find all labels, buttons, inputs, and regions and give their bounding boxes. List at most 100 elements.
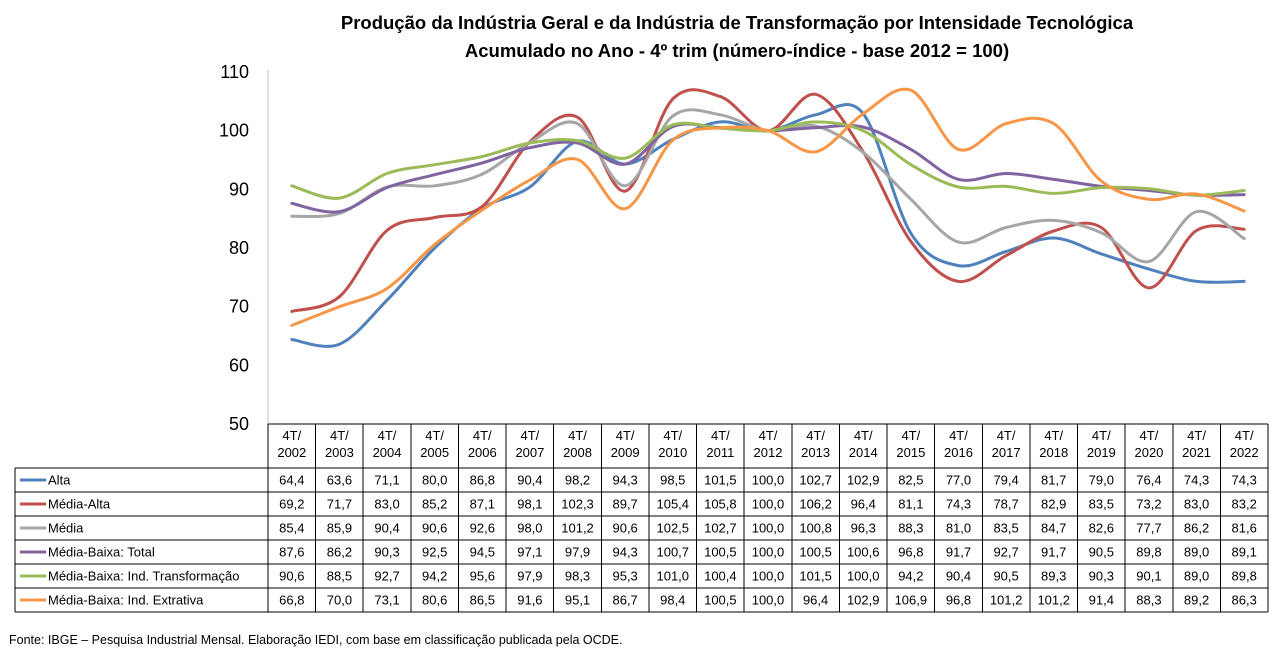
x-tick-label: 2007 <box>515 445 544 460</box>
data-label: 100,5 <box>799 545 832 560</box>
data-label: 95,6 <box>470 569 495 584</box>
data-label: 96,8 <box>898 545 923 560</box>
data-label: 94,2 <box>422 569 447 584</box>
x-tick-label: 4T/ <box>806 428 825 443</box>
data-label: 100,6 <box>847 545 880 560</box>
data-label: 95,3 <box>612 569 637 584</box>
data-label: 100,5 <box>704 593 737 608</box>
data-label: 80,0 <box>422 473 447 488</box>
data-label: 71,1 <box>374 473 399 488</box>
x-tick-label: 2006 <box>468 445 497 460</box>
x-tick-label: 4T/ <box>568 428 587 443</box>
legend-label: Média <box>48 521 84 536</box>
data-label: 101,5 <box>799 569 832 584</box>
data-label: 89,8 <box>1232 569 1257 584</box>
x-tick-label: 4T/ <box>282 428 301 443</box>
data-label: 88,5 <box>327 569 352 584</box>
data-label: 79,0 <box>1089 473 1114 488</box>
data-label: 91,6 <box>517 593 542 608</box>
data-label: 83,2 <box>1232 497 1257 512</box>
x-tick-label: 4T/ <box>378 428 397 443</box>
data-label: 96,4 <box>851 497 876 512</box>
x-tick-label: 2011 <box>706 445 734 460</box>
x-tick-label: 2021 <box>1182 445 1211 460</box>
legend-label: Alta <box>48 473 71 488</box>
x-tick-label: 2012 <box>754 445 783 460</box>
data-label: 100,8 <box>799 521 832 536</box>
x-tick-label: 4T/ <box>1187 428 1206 443</box>
data-label: 81,0 <box>946 521 971 536</box>
x-tick-label: 2004 <box>373 445 402 460</box>
data-label: 78,7 <box>993 497 1018 512</box>
data-label: 84,7 <box>1041 521 1066 536</box>
data-table: 4T/2002 4T/2003 4T/2004 4T/2005 4T/2006 4T/20… <box>14 423 1269 613</box>
x-tick-label: 2008 <box>563 445 592 460</box>
data-label: 71,7 <box>327 497 352 512</box>
data-label: 82,6 <box>1089 521 1114 536</box>
data-label: 94,2 <box>898 569 923 584</box>
data-label: 82,5 <box>898 473 923 488</box>
data-label: 76,4 <box>1136 473 1161 488</box>
data-label: 102,9 <box>847 473 880 488</box>
x-tick-label: 2019 <box>1087 445 1116 460</box>
data-label: 86,8 <box>470 473 495 488</box>
data-label: 102,9 <box>847 593 880 608</box>
data-label: 88,3 <box>898 521 923 536</box>
series-line-0 <box>290 103 1246 348</box>
x-tick-label: 2013 <box>801 445 830 460</box>
plot-lines <box>290 87 1246 348</box>
data-label: 100,0 <box>752 545 785 560</box>
x-tick-label: 2005 <box>420 445 449 460</box>
y-tick-label: 90 <box>229 179 249 199</box>
data-label: 89,7 <box>612 497 637 512</box>
x-tick-label: 2010 <box>658 445 687 460</box>
x-tick-label: 4T/ <box>1044 428 1063 443</box>
y-tick-label: 50 <box>229 414 249 434</box>
data-label: 90,4 <box>946 569 971 584</box>
data-label: 89,2 <box>1184 593 1209 608</box>
y-axis: 50 60 70 80 90 100 110 <box>219 62 269 434</box>
data-label: 86,2 <box>327 545 352 560</box>
data-label: 102,5 <box>656 521 689 536</box>
data-label: 89,0 <box>1184 569 1209 584</box>
x-tick-label: 4T/ <box>663 428 682 443</box>
data-label: 63,6 <box>327 473 352 488</box>
data-label: 87,1 <box>470 497 495 512</box>
x-tick-label: 4T/ <box>949 428 968 443</box>
data-label: 101,5 <box>704 473 737 488</box>
data-label: 90,4 <box>374 521 399 536</box>
legend-label: Média-Baixa: Ind. Extrativa <box>48 593 204 608</box>
x-tick-label: 2017 <box>992 445 1021 460</box>
data-label: 98,3 <box>565 569 590 584</box>
x-tick-label: 4T/ <box>854 428 873 443</box>
x-tick-label: 4T/ <box>473 428 492 443</box>
data-label: 85,4 <box>279 521 304 536</box>
source-note: Fonte: IBGE – Pesquisa Industrial Mensal… <box>9 633 623 647</box>
data-label: 105,4 <box>656 497 689 512</box>
data-label: 102,7 <box>704 521 737 536</box>
data-label: 86,3 <box>1232 593 1257 608</box>
x-tick-label: 4T/ <box>759 428 778 443</box>
x-tick-label: 4T/ <box>521 428 540 443</box>
data-label: 83,5 <box>1089 497 1114 512</box>
x-tick-label: 4T/ <box>1092 428 1111 443</box>
data-label: 101,0 <box>656 569 689 584</box>
x-tick-label: 2014 <box>849 445 878 460</box>
data-label: 98,0 <box>517 521 542 536</box>
data-label: 101,2 <box>990 593 1023 608</box>
data-label: 98,4 <box>660 593 685 608</box>
data-label: 100,0 <box>752 569 785 584</box>
data-label: 90,3 <box>374 545 399 560</box>
x-tick-label: 2022 <box>1230 445 1259 460</box>
data-label: 91,4 <box>1089 593 1114 608</box>
data-label: 85,2 <box>422 497 447 512</box>
data-label: 102,7 <box>799 473 832 488</box>
data-label: 87,6 <box>279 545 304 560</box>
data-label: 69,2 <box>279 497 304 512</box>
data-label: 98,2 <box>565 473 590 488</box>
x-tick-label: 4T/ <box>901 428 920 443</box>
data-label: 92,6 <box>470 521 495 536</box>
data-label: 81,6 <box>1232 521 1257 536</box>
data-label: 90,3 <box>1089 569 1114 584</box>
data-label: 80,6 <box>422 593 447 608</box>
